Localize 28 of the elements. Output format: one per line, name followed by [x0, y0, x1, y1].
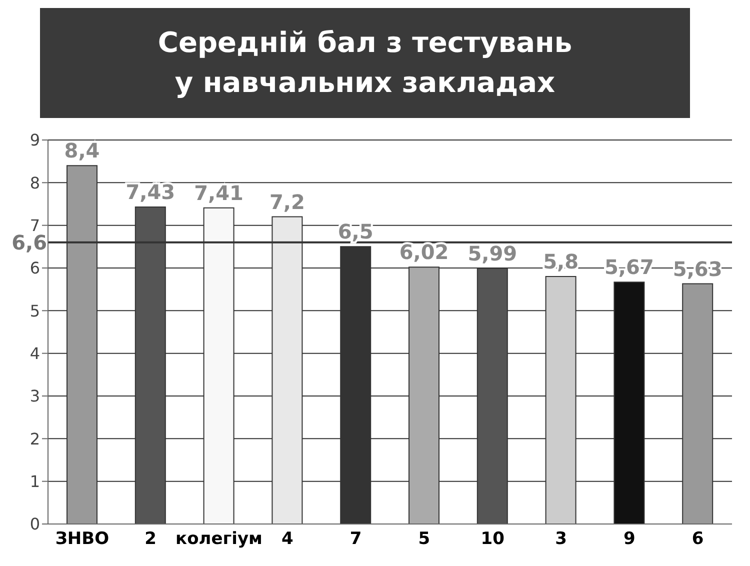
y-tick-label: 1 [30, 472, 40, 492]
y-tick-label: 9 [30, 130, 40, 150]
data-label: 8,4 [64, 138, 100, 163]
x-tick-label: 6 [692, 529, 704, 550]
y-tick-label: 4 [30, 344, 40, 364]
x-tick-label: 10 [480, 529, 505, 550]
chart-title: Середній бал з тестувань у навчальних закладах [156, 25, 574, 101]
y-tick-label: 6 [30, 258, 40, 278]
data-label: 5,99 [468, 241, 518, 266]
data-label: 7,41 [194, 180, 244, 205]
x-tick-label: 3 [555, 529, 567, 550]
x-tick-label: колегіум [176, 529, 262, 550]
data-label: 5,8 [543, 250, 579, 274]
y-tick-label: 2 [30, 429, 40, 448]
x-tick-label: 7 [350, 529, 362, 550]
x-tick-label: 5 [418, 529, 430, 550]
y-tick-label: 8 [30, 173, 40, 192]
x-tick-label: 9 [623, 529, 636, 550]
data-label: 6,02 [399, 240, 449, 264]
y-tick-label: 3 [30, 386, 40, 406]
data-label: 6,5 [338, 220, 374, 244]
x-tick-label: 2 [144, 529, 157, 550]
data-label: 7,43 [126, 180, 176, 204]
x-tick-label: 4 [281, 529, 294, 550]
y-tick-label: 5 [30, 301, 40, 320]
data-label: 7,2 [269, 190, 305, 214]
y-tick-label: 0 [30, 514, 40, 534]
x-tick-label: ЗНВО [55, 529, 110, 550]
